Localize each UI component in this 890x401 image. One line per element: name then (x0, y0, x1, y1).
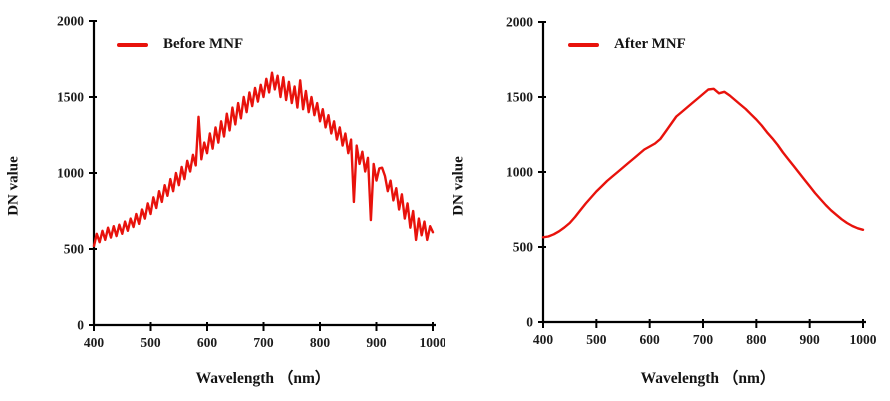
x-tick-label: 600 (197, 335, 218, 350)
chart-before-mnf: 0 500 1000 1500 2000 400 500 600 700 800 900 1000 D… (5, 14, 446, 388)
legend-line-swatch-icon (117, 42, 148, 47)
legend-label: After MNF (614, 36, 686, 52)
y-tick-label: 0 (526, 315, 533, 330)
x-tick-label: 900 (366, 335, 387, 350)
y-tick-label: 1500 (57, 90, 84, 105)
x-axis-title: Wavelength （nm） (195, 370, 331, 387)
x-tick-label: 700 (253, 335, 274, 350)
series-line-after-mnf (541, 87, 865, 239)
legend-line-swatch-icon (568, 42, 599, 47)
y-tick-label: 2000 (57, 14, 84, 29)
x-tick-label: 600 (640, 332, 661, 347)
x-tick-label: 500 (586, 332, 607, 347)
legend-after-mnf: After MNF (568, 36, 686, 53)
x-tick-label: 400 (84, 335, 105, 350)
y-axis-title: DN value (450, 156, 467, 216)
y-tick-label: 500 (64, 242, 85, 257)
x-tick-label: 500 (140, 335, 161, 350)
x-tick-label: 800 (746, 332, 767, 347)
x-tick-label: 800 (310, 335, 331, 350)
x-tick-label: 400 (533, 332, 554, 347)
y-tick-label: 0 (77, 318, 84, 333)
chart-after-mnf: 0 500 1000 1500 2000 400 500 600 700 800 900 1000 D… (445, 0, 890, 401)
y-tick-label: 500 (513, 240, 534, 255)
y-axis-title: DN value (5, 156, 22, 216)
legend-label: Before MNF (163, 36, 244, 52)
y-tick-label: 2000 (506, 15, 533, 30)
y-tick-label: 1000 (57, 166, 84, 181)
x-tick-label: 900 (800, 332, 821, 347)
y-tick-label: 1500 (506, 90, 533, 105)
y-tick-label: 1000 (506, 165, 533, 180)
x-tick-label: 700 (693, 332, 714, 347)
x-axis-title: Wavelength （nm） (640, 370, 776, 387)
legend-before-mnf: Before MNF (117, 36, 243, 53)
plot-area-after-mnf: 0 500 1000 1500 2000 400 500 600 700 800 900 1000 (506, 15, 877, 348)
x-tick-label: 1000 (850, 332, 877, 347)
series-line-before-mnf (92, 71, 435, 248)
plot-area-before-mnf: 0 500 1000 1500 2000 400 500 600 700 800 900 1000 (57, 14, 446, 351)
x-tick-label: 1000 (420, 335, 446, 350)
